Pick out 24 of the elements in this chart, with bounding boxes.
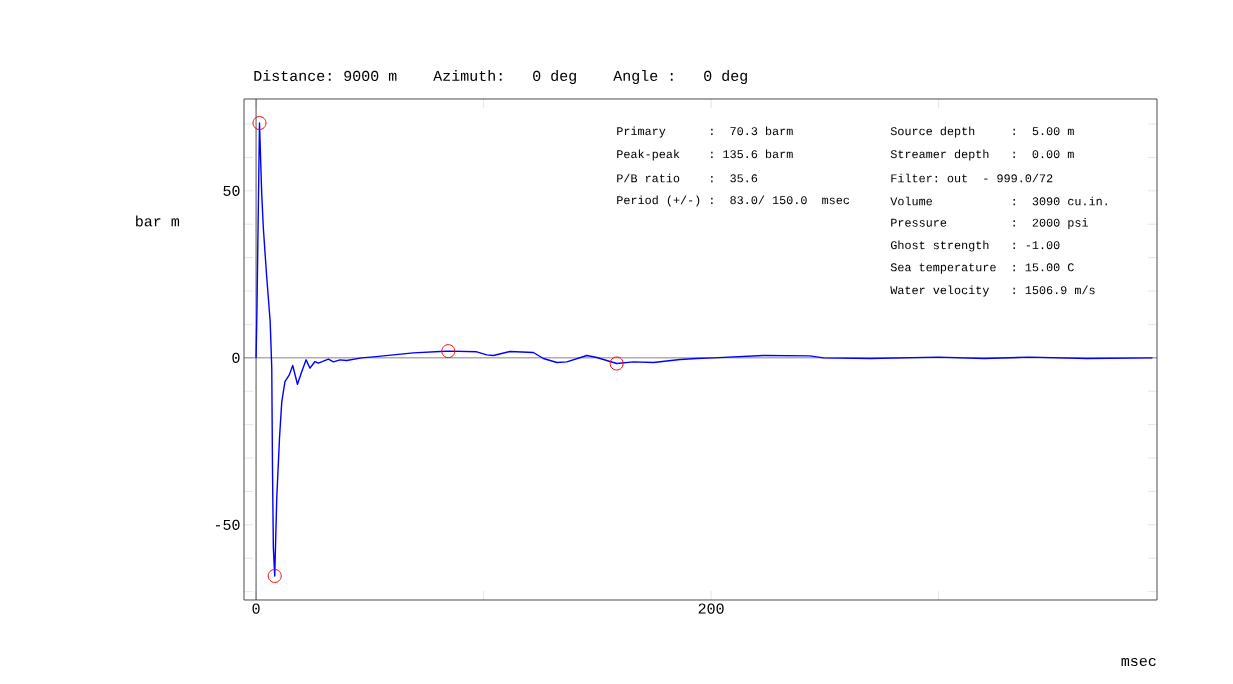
- annotation: Streamer depth : 0.00 m: [890, 149, 1074, 161]
- text: Volume : 3090 cu.in.: [890, 196, 1107, 206]
- y-tick-label: 50: [223, 185, 240, 196]
- annotation: Period (+/-) : 83.0/ 150.0 msec: [617, 195, 850, 207]
- line-series: [255, 122, 1154, 577]
- point: [267, 568, 282, 583]
- annotation: Water velocity : 1506.9 m/s: [890, 285, 1095, 297]
- annotation: Sea temperature : 15.00 C: [890, 263, 1074, 274]
- y-tick-label: 0: [232, 352, 240, 363]
- point: [252, 116, 267, 131]
- annotation: Peak-peak : 135.6 barm: [617, 149, 793, 161]
- y-axis-title: bar m: [136, 215, 180, 227]
- chart-title: Distance: 9000 m Azimuth: 0 deg Angle : 0 deg: [254, 70, 747, 84]
- annotation: Source depth : 5.00 m: [890, 126, 1074, 138]
- x-tick-label: 200: [698, 603, 724, 614]
- text: Pressure : 2000 psi: [891, 217, 1088, 229]
- annotation: Primary : 70.3 barm: [617, 126, 793, 138]
- annotation: Ghost strength : -1.00: [890, 240, 1060, 252]
- point: [441, 344, 456, 359]
- point: [609, 356, 624, 371]
- x-axis-title: msec: [1121, 657, 1156, 667]
- y-tick-label: -50: [215, 519, 240, 530]
- annotation: Filter: out - 999.0/72: [891, 173, 1053, 183]
- annotation: P/B ratio : 35.6: [617, 173, 758, 183]
